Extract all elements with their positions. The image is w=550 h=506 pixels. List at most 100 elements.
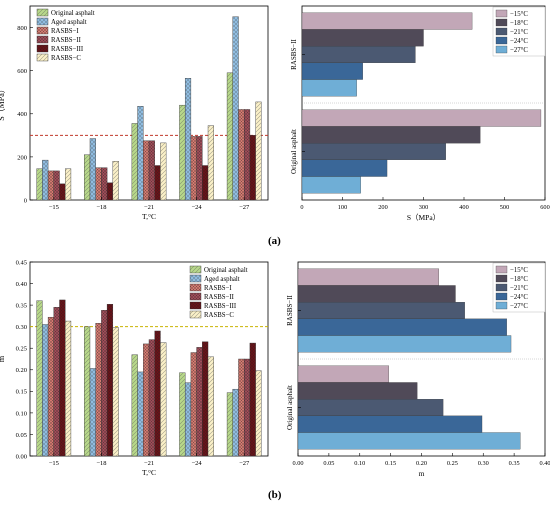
chart-b-right: 0.00 0.05 0.10 0.15 0.20 0.25 0.30 0.35 0.40 m RAS… [286,261,550,478]
bar [297,285,456,303]
bar-pattern [154,330,161,456]
x-tick-label: −15 [49,460,59,467]
legend-label: −21°C [510,29,528,36]
legend-swatch [495,36,508,45]
bar-pattern [112,327,119,456]
legend-label: Original asphalt [204,267,248,274]
bar-pattern [53,307,60,456]
bar [297,415,483,433]
x-tick-label: 0.15 [385,460,396,467]
bar [301,62,363,80]
y-tick-label: 0.05 [16,432,27,439]
y-tick-label: 400 [17,111,27,118]
legend-label: RASBS−II [204,294,235,301]
bar-pattern [196,347,203,456]
legend-swatch-pattern [190,284,201,291]
bar [301,12,473,30]
x-tick-label: 600 [540,204,549,211]
bar-pattern [149,140,155,200]
bar-pattern [160,342,167,456]
bar-pattern [154,165,161,200]
bar-pattern [143,343,149,456]
bar-pattern [227,72,233,200]
legend-label: RASBS−C [51,55,81,62]
bar-pattern [190,136,197,200]
bar-pattern [89,368,96,456]
legend-label: −18°C [510,20,528,27]
bar [301,159,388,177]
legend-swatch-pattern [37,36,48,43]
x-tick-label: 0 [300,204,303,211]
legend-swatch [495,45,508,54]
bar-pattern [232,16,239,201]
y-tick-label: Original asphalt [286,385,294,430]
bar [301,109,542,127]
y-tick-label: 600 [17,68,27,75]
bar-pattern [42,324,49,456]
y-tick-label: 0.10 [16,410,27,417]
caption-a: (a) [268,235,281,247]
bar-pattern [202,165,209,200]
x-axis-label: S（MPa） [407,213,440,222]
legend-swatch-pattern [37,27,48,34]
bar-pattern [131,354,138,456]
y-tick-label: 0.40 [16,281,27,288]
bar-pattern [95,167,102,200]
legend-label: −24°C [510,38,528,45]
bar [297,335,512,353]
y-tick-label: 0.20 [16,367,27,374]
legend-label: Original asphalt [51,10,95,17]
x-axis-label: T,°C [142,468,156,477]
legend-label: RASBS−C [204,312,234,319]
y-tick-label: 0.00 [16,453,27,460]
x-tick-label: 0.20 [416,460,427,467]
bar-pattern [59,299,66,456]
bar [301,143,446,160]
legend-swatch [495,27,508,36]
legend-label: RASBS−III [51,46,84,53]
legend-label: −27°C [510,47,528,54]
x-axis-label: m [419,469,425,478]
x-tick-label: 300 [419,204,428,211]
y-axis-label: m [0,355,6,362]
x-tick-label: −27 [239,204,250,211]
x-tick-label: −18 [96,460,106,467]
legend-swatch-pattern [37,18,48,25]
bar [297,365,389,383]
y-tick-label: 0.30 [16,324,27,331]
x-tick-label: 0.40 [539,460,550,467]
legend-label: −18°C [510,276,528,283]
x-tick-label: 0.05 [323,460,334,467]
y-axis-label: S（MPa） [0,85,6,121]
bar [297,382,418,400]
bar-pattern [53,170,60,200]
bar [301,79,357,97]
x-axis-label: T,°C [142,212,156,221]
bar-pattern [101,167,108,200]
legend-label: RASBS−II [51,37,82,44]
caption-b: (b) [268,489,282,501]
bar [297,302,465,319]
x-tick-label: 0.10 [354,460,365,467]
bar-pattern [238,359,245,456]
y-tick-label: 0 [24,197,27,204]
bar-pattern [179,105,186,200]
chart-b-left: 0.00 0.05 0.10 0.15 0.20 0.25 0.30 0.35 0.40 0.45… [0,259,269,477]
bar-pattern [59,183,66,200]
legend-swatch [495,18,508,27]
legend-swatch [495,292,508,301]
bar [301,29,424,47]
legend-swatch-pattern [190,275,201,282]
bar-pattern [185,78,191,200]
x-tick-label: −21 [144,204,154,211]
bar [297,399,444,416]
bar-pattern [107,304,113,456]
bar-pattern [238,109,245,200]
bar-pattern [95,323,102,456]
x-tick-label: −27 [239,460,250,467]
bar-pattern [112,161,119,200]
bar-pattern [143,140,149,200]
bar-pattern [131,123,138,200]
bar-pattern [101,310,108,456]
